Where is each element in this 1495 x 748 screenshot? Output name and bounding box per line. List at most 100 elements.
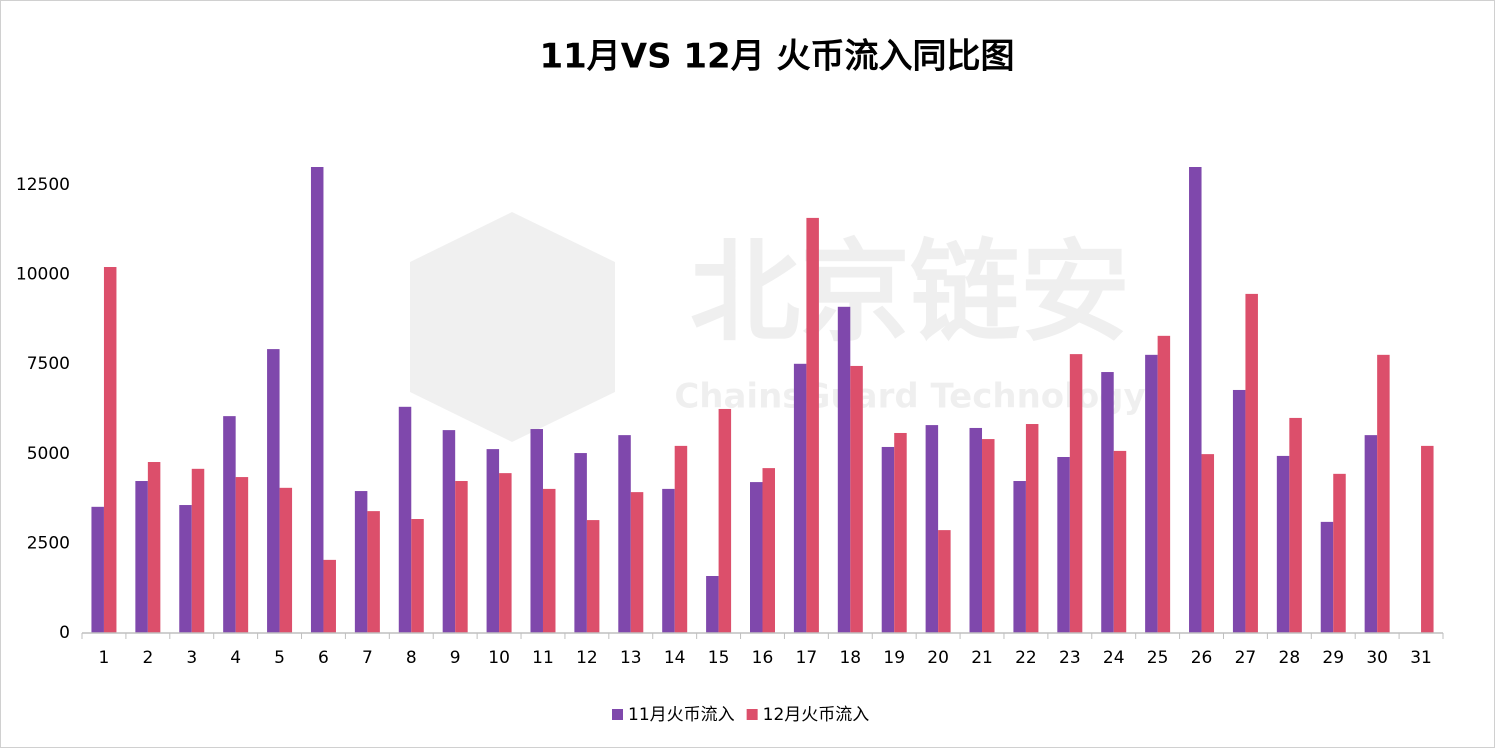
bar [881,446,895,633]
x-tick-label: 5 [274,648,285,668]
y-tick-label: 2500 [27,533,70,553]
bar [1145,354,1158,633]
bar [223,416,236,633]
legend-label: 11月火币流入 [628,705,735,725]
bar [411,519,424,633]
watermark: 北京链安 ChainsGuard Technology [410,212,1146,442]
x-tick-label: 18 [839,648,861,668]
x-tick-label: 27 [1235,648,1257,668]
bar [354,491,368,633]
bar [499,473,512,633]
bar [982,439,995,633]
x-tick-label: 23 [1059,648,1081,668]
legend-swatch [612,709,623,720]
bar [530,429,543,633]
bar [1289,417,1302,633]
bar [718,408,732,633]
bar [486,449,500,633]
x-tick-label: 29 [1322,648,1344,668]
bar [586,520,600,633]
bar [279,487,293,633]
bar [793,363,807,633]
x-tick-label: 31 [1410,648,1432,668]
x-tick-label: 9 [450,648,461,668]
bar [1276,455,1290,633]
bar [455,481,468,633]
bar [323,559,336,633]
bar [1333,473,1346,633]
bar [674,445,688,633]
bar [618,435,631,633]
x-tick-label: 19 [883,648,905,668]
watermark-title: 北京链安 [690,228,1130,356]
bar [574,453,587,633]
bar [925,425,939,633]
bar [630,492,644,633]
watermark-subtitle: ChainsGuard Technology [674,377,1145,417]
bar [103,267,117,633]
bar [837,306,851,633]
bar [1320,521,1334,633]
x-tick-label: 30 [1366,648,1388,668]
x-tick-label: 6 [318,648,329,668]
bar [1377,354,1390,633]
x-tick-label: 24 [1103,648,1125,668]
bar [179,505,192,633]
bar [1189,167,1202,633]
y-tick-label: 5000 [27,444,70,464]
chart-title: 11月VS 12月 火币流入同比图 [539,37,1014,77]
bar [1232,389,1246,633]
x-tick-label: 20 [927,648,949,668]
bar [938,530,951,633]
bar [1101,372,1114,633]
x-tick-label: 8 [406,648,417,668]
x-tick-label: 26 [1191,648,1213,668]
bar [191,468,205,633]
bar [1069,354,1083,633]
x-tick-label: 11 [532,648,554,668]
y-tick-label: 7500 [27,354,70,374]
x-tick-label: 12 [576,648,598,668]
x-tick-label: 17 [796,648,818,668]
bar [310,167,324,633]
bar [1025,424,1039,633]
y-tick-label: 10000 [16,265,70,285]
bar [442,430,456,633]
bar [762,468,775,633]
bar [806,217,819,633]
x-tick-label: 1 [99,648,110,668]
bar [135,481,148,633]
legend-label: 12月火币流入 [763,705,870,725]
x-tick-label: 21 [971,648,993,668]
y-tick-label: 0 [59,623,70,643]
bar [235,477,249,633]
bar [706,576,719,633]
bar [894,432,907,633]
x-tick-label: 22 [1015,648,1037,668]
legend-swatch [746,709,758,720]
bar [1113,450,1127,633]
watermark-logo [410,212,615,442]
bar [662,488,675,633]
bar [1013,481,1026,633]
x-tick-label: 16 [752,648,774,668]
bar [969,427,983,633]
x-tick-label: 28 [1279,648,1301,668]
bar [267,349,280,633]
y-tick-label: 12500 [16,175,70,195]
x-tick-label: 2 [142,648,153,668]
bar [542,488,556,633]
x-tick-label: 3 [186,648,197,668]
bar [91,506,104,633]
bar [1364,435,1378,633]
bar [1157,335,1171,633]
x-tick-label: 14 [664,648,686,668]
bar [1201,454,1215,633]
x-tick-label: 10 [488,648,510,668]
bar [1421,445,1434,633]
bar [850,365,863,633]
x-tick-label: 15 [708,648,730,668]
x-tick-label: 25 [1147,648,1169,668]
